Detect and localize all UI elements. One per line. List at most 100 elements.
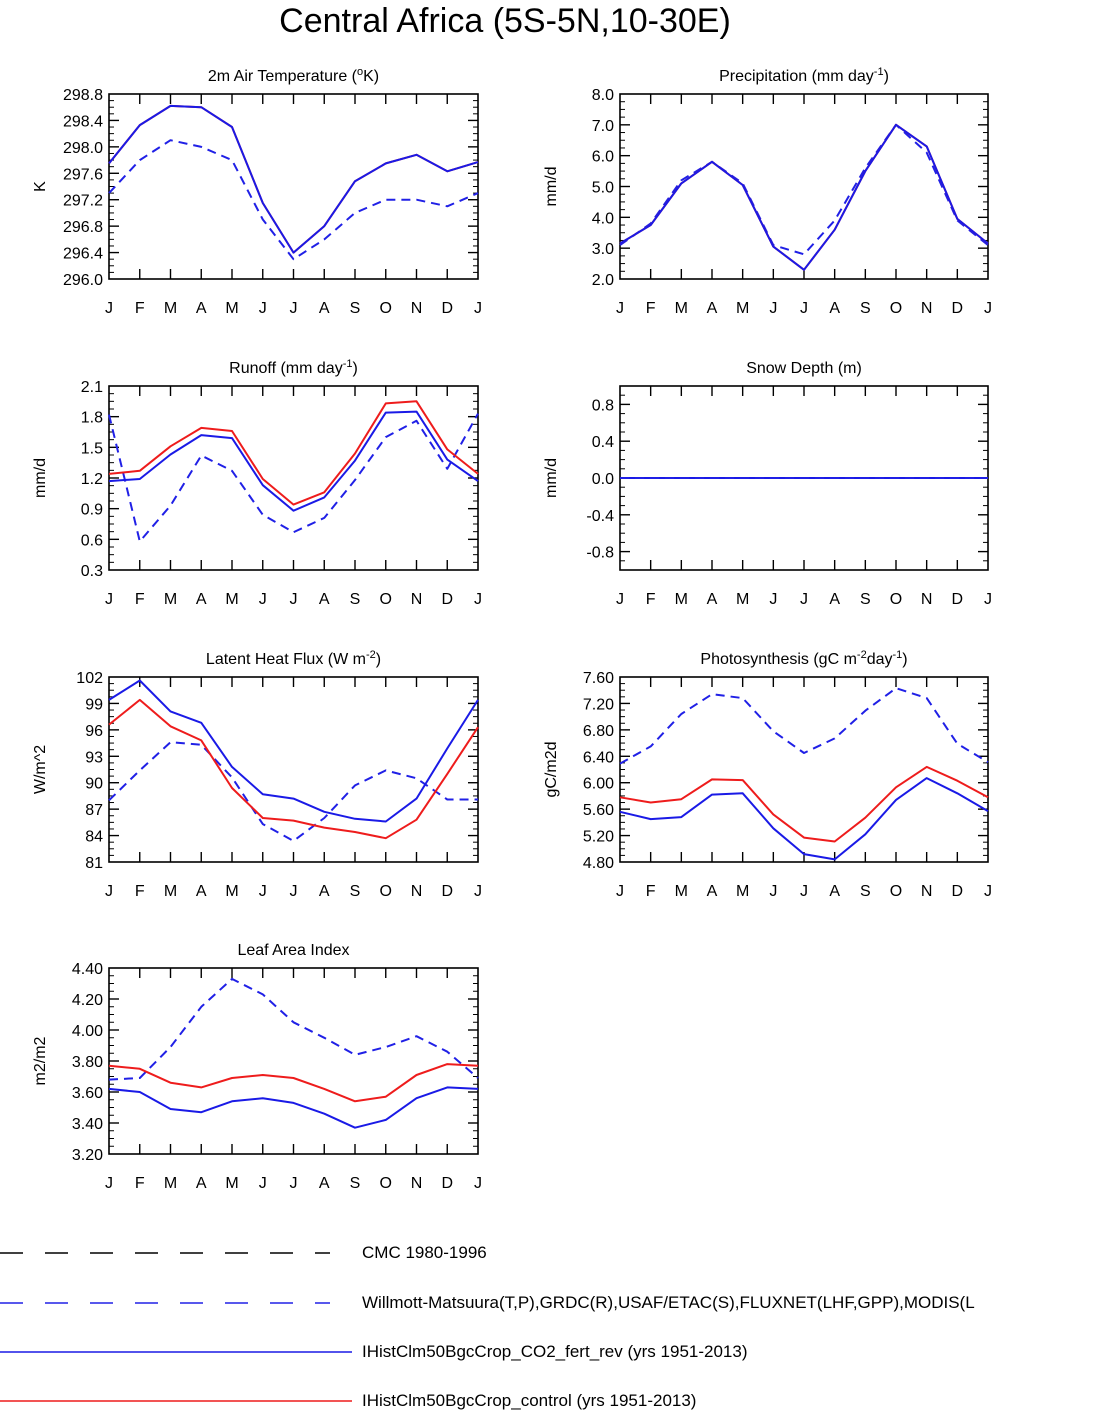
- chart-title-text-end: day: [867, 651, 893, 668]
- y-axis-label: K: [32, 181, 49, 192]
- x-tick-label: J: [105, 1175, 113, 1192]
- x-tick-label: F: [135, 591, 145, 608]
- x-tick-label: O: [890, 300, 902, 317]
- x-tick-label: F: [646, 300, 656, 317]
- y-tick-label: 81: [85, 855, 103, 872]
- legend-item-obs: Willmott-Matsuura(T,P),GRDC(R),USAF/ETAC…: [0, 1288, 1117, 1318]
- y-tick-label: 93: [85, 749, 103, 766]
- x-tick-label: A: [829, 883, 840, 900]
- x-tick-label: F: [135, 300, 145, 317]
- y-tick-label: 0.9: [81, 502, 103, 519]
- series-line-co2: [108, 679, 479, 823]
- x-tick-label: M: [675, 300, 688, 317]
- x-tick-label: O: [890, 883, 902, 900]
- x-tick-label: J: [259, 591, 267, 608]
- x-tick-label: N: [411, 591, 423, 608]
- x-tick-label: S: [350, 1175, 361, 1192]
- x-tick-label: O: [380, 883, 392, 900]
- y-tick-label: 4.20: [72, 992, 103, 1009]
- series-line-co2: [108, 410, 479, 512]
- x-tick-label: J: [984, 300, 992, 317]
- series-line-obs: [108, 413, 479, 543]
- y-tick-label: 296.0: [63, 272, 103, 289]
- chart-title: Runoff (mm day-1): [229, 358, 358, 377]
- legend-item-cmc: CMC 1980-1996: [0, 1238, 1117, 1268]
- x-tick-label: O: [380, 591, 392, 608]
- x-tick-label: D: [441, 883, 453, 900]
- y-tick-label: 5.0: [592, 180, 614, 197]
- y-tick-label: 0.6: [81, 532, 103, 549]
- chart-title-superscript: -1: [892, 649, 902, 661]
- chart-title-text: 2m Air Temperature (: [208, 68, 358, 85]
- y-tick-label: 4.80: [583, 855, 614, 872]
- charts-panel: 2m Air Temperature (oK) K J F M A M J J A S O N D J 296…: [32, 66, 992, 1192]
- x-tick-label: J: [290, 300, 298, 317]
- y-tick-label: 84: [85, 829, 103, 846]
- x-tick-label: D: [952, 883, 964, 900]
- x-tick-label: A: [196, 1175, 207, 1192]
- x-tick-label: J: [290, 591, 298, 608]
- y-tick-label: 7.20: [583, 696, 614, 713]
- x-tick-label: J: [616, 591, 624, 608]
- x-tick-label: O: [890, 591, 902, 608]
- x-tick-label: A: [319, 883, 330, 900]
- y-tick-label: 1.2: [81, 471, 103, 488]
- x-tick-label: J: [984, 591, 992, 608]
- x-tick-label: M: [736, 300, 749, 317]
- x-tick-label: A: [707, 883, 718, 900]
- y-tick-label: 0.3: [81, 563, 103, 580]
- y-tick-label: 0.0: [592, 471, 614, 488]
- x-tick-label: O: [380, 1175, 392, 1192]
- plot-frame: [108, 967, 479, 1155]
- x-tick-label: F: [135, 1175, 145, 1192]
- series-line-control: [108, 1063, 479, 1103]
- y-tick-label: 2.1: [81, 379, 103, 396]
- y-tick-label: 3.80: [72, 1054, 103, 1071]
- y-tick-label: 5.60: [583, 802, 614, 819]
- plot-frame: [619, 93, 989, 280]
- x-tick-label: J: [259, 1175, 267, 1192]
- chart-title: Precipitation (mm day-1): [719, 66, 889, 85]
- chart-title-superscript: -2: [366, 649, 376, 661]
- chart-title-superscript: o: [357, 66, 363, 78]
- legend-label-cmc: CMC 1980-1996: [362, 1243, 487, 1262]
- y-tick-label: -0.4: [586, 508, 614, 525]
- chart-title-superscript: -1: [343, 358, 353, 370]
- y-tick-label: 2.0: [592, 272, 614, 289]
- x-tick-label: J: [474, 300, 482, 317]
- x-tick-label: J: [259, 300, 267, 317]
- x-tick-label: J: [474, 1175, 482, 1192]
- x-tick-label: M: [164, 1175, 177, 1192]
- x-tick-label: J: [259, 883, 267, 900]
- series-line-co2: [619, 777, 989, 861]
- x-tick-label: M: [164, 300, 177, 317]
- x-tick-label: J: [616, 300, 624, 317]
- legend-item-co2: IHistClm50BgcCrop_CO2_fert_rev (yrs 1951…: [0, 1337, 1117, 1367]
- legend-line-co2: [0, 1351, 352, 1353]
- x-tick-label: A: [196, 591, 207, 608]
- x-tick-label: N: [921, 300, 933, 317]
- x-tick-label: J: [769, 883, 777, 900]
- y-tick-label: 6.80: [583, 723, 614, 740]
- x-tick-label: A: [196, 883, 207, 900]
- series-line-obs: [619, 687, 989, 765]
- x-tick-label: M: [164, 591, 177, 608]
- x-tick-label: N: [411, 1175, 423, 1192]
- y-tick-label: 8.0: [592, 87, 614, 104]
- x-tick-label: J: [769, 591, 777, 608]
- x-tick-label: J: [800, 300, 808, 317]
- series-line-control: [619, 123, 989, 271]
- y-axis-label: gC/m2d: [543, 741, 560, 797]
- y-tick-label: 3.0: [592, 241, 614, 258]
- series-line-control: [619, 765, 989, 843]
- chart-title-text: Runoff (mm day: [229, 360, 343, 377]
- chart-lhf: Latent Heat Flux (W m-2) W/m^2 J F M A M J J A S O N…: [32, 649, 482, 900]
- x-tick-label: M: [675, 591, 688, 608]
- y-tick-label: 0.4: [592, 434, 614, 451]
- x-tick-label: J: [290, 883, 298, 900]
- chart-runoff: Runoff (mm day-1)mm/dJ F M A M J J A S O N D J0.30.6…: [32, 358, 482, 608]
- series-line-obs: [619, 123, 989, 256]
- x-tick-label: J: [769, 300, 777, 317]
- chart-title-superscript: -2: [857, 649, 867, 661]
